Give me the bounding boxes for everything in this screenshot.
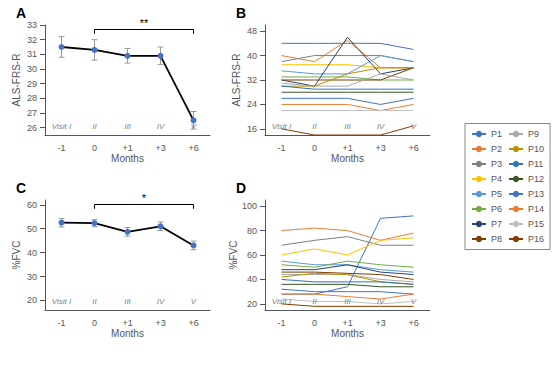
svg-text:P14: P14: [528, 204, 544, 214]
svg-text:P1: P1: [491, 129, 502, 139]
svg-text:IV: IV: [157, 297, 165, 306]
svg-text:32: 32: [247, 75, 257, 85]
svg-text:%FVC: %FVC: [11, 241, 22, 270]
svg-text:D: D: [236, 180, 246, 196]
svg-text:+3: +3: [375, 143, 385, 153]
svg-text:0: 0: [312, 318, 317, 328]
svg-text:+3: +3: [375, 318, 385, 328]
svg-text:P11: P11: [528, 159, 543, 169]
svg-text:33: 33: [27, 20, 37, 30]
svg-text:+6: +6: [188, 143, 198, 153]
svg-text:%FVC: %FVC: [228, 241, 239, 270]
svg-text:16: 16: [247, 124, 257, 134]
svg-text:60: 60: [27, 200, 37, 210]
svg-text:30: 30: [27, 272, 37, 282]
svg-text:P16: P16: [528, 234, 544, 244]
svg-text:0: 0: [92, 318, 97, 328]
svg-text:IV: IV: [377, 122, 385, 131]
svg-text:Visit I: Visit I: [272, 122, 292, 131]
svg-text:Months: Months: [111, 153, 144, 164]
svg-text:+1: +1: [342, 143, 352, 153]
svg-text:0: 0: [92, 143, 97, 153]
svg-text:20: 20: [27, 295, 37, 305]
svg-text:40: 40: [27, 248, 37, 258]
svg-text:60: 60: [247, 250, 257, 260]
svg-text:ALS-FRS-R: ALS-FRS-R: [11, 54, 22, 107]
svg-text:C: C: [16, 180, 26, 196]
svg-text:32: 32: [27, 35, 37, 45]
svg-text:27: 27: [27, 108, 37, 118]
svg-text:-1: -1: [57, 143, 65, 153]
svg-text:P15: P15: [528, 219, 544, 229]
svg-text:P7: P7: [491, 219, 502, 229]
svg-text:V: V: [411, 122, 417, 131]
svg-text:Months: Months: [331, 153, 364, 164]
svg-text:0: 0: [312, 143, 317, 153]
svg-text:+3: +3: [155, 143, 165, 153]
svg-text:-1: -1: [57, 318, 65, 328]
svg-text:+6: +6: [188, 318, 198, 328]
svg-text:III: III: [344, 122, 351, 131]
svg-text:P6: P6: [491, 204, 502, 214]
svg-text:40: 40: [247, 274, 257, 284]
svg-text:II: II: [312, 297, 317, 306]
svg-text:A: A: [16, 5, 26, 21]
svg-text:20: 20: [247, 299, 257, 309]
svg-text:III: III: [124, 297, 131, 306]
svg-text:**: **: [140, 17, 149, 29]
svg-text:Visit I: Visit I: [272, 297, 292, 306]
svg-text:P9: P9: [528, 129, 539, 139]
svg-text:II: II: [92, 297, 97, 306]
svg-text:II: II: [92, 122, 97, 131]
svg-text:III: III: [344, 297, 351, 306]
svg-text:B: B: [236, 5, 246, 21]
svg-text:II: II: [312, 122, 317, 131]
svg-text:+3: +3: [155, 318, 165, 328]
svg-text:24: 24: [247, 99, 257, 109]
svg-text:IV: IV: [157, 122, 165, 131]
svg-text:Visit I: Visit I: [52, 122, 72, 131]
svg-text:48: 48: [247, 26, 257, 36]
svg-text:26: 26: [27, 123, 37, 133]
svg-text:-1: -1: [277, 318, 285, 328]
svg-text:Visit I: Visit I: [52, 297, 72, 306]
svg-text:V: V: [191, 297, 197, 306]
svg-text:+1: +1: [122, 318, 132, 328]
svg-text:P10: P10: [528, 144, 544, 154]
svg-text:28: 28: [27, 93, 37, 103]
svg-text:IV: IV: [377, 297, 385, 306]
svg-text:+6: +6: [408, 143, 418, 153]
svg-text:V: V: [411, 297, 417, 306]
svg-text:Months: Months: [331, 328, 364, 339]
svg-text:ALS-FRS-R: ALS-FRS-R: [231, 54, 242, 107]
svg-text:P2: P2: [491, 144, 502, 154]
svg-text:+1: +1: [122, 143, 132, 153]
svg-text:V: V: [191, 122, 197, 131]
svg-text:50: 50: [27, 224, 37, 234]
svg-text:80: 80: [247, 226, 257, 236]
svg-text:P3: P3: [491, 159, 502, 169]
svg-text:P4: P4: [491, 174, 502, 184]
svg-text:Months: Months: [111, 328, 144, 339]
svg-text:40: 40: [247, 51, 257, 61]
svg-text:100: 100: [242, 201, 257, 211]
svg-text:+1: +1: [342, 318, 352, 328]
svg-text:29: 29: [27, 79, 37, 89]
svg-text:31: 31: [27, 49, 37, 59]
svg-text:*: *: [142, 192, 147, 204]
svg-text:III: III: [124, 122, 131, 131]
svg-text:30: 30: [27, 64, 37, 74]
svg-text:P13: P13: [528, 189, 544, 199]
svg-text:P8: P8: [491, 234, 502, 244]
svg-text:P12: P12: [528, 174, 544, 184]
svg-text:P5: P5: [491, 189, 502, 199]
svg-text:-1: -1: [277, 143, 285, 153]
svg-text:+6: +6: [408, 318, 418, 328]
